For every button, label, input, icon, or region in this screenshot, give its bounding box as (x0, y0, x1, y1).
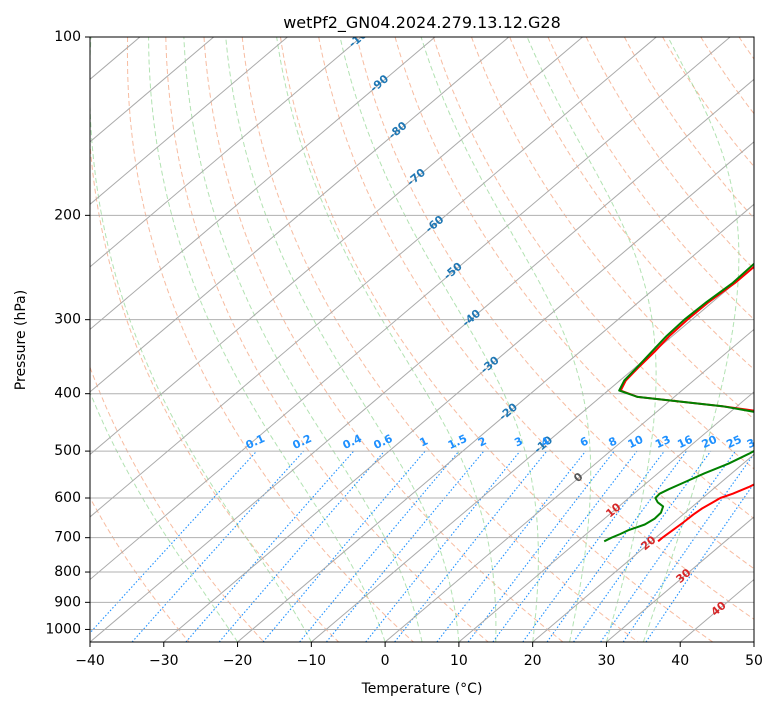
x-tick-label: 10 (450, 653, 468, 669)
y-tick-label: 200 (54, 207, 81, 223)
x-tick-label: 50 (745, 653, 763, 669)
y-tick-label: 700 (54, 530, 81, 546)
x-tick-label: 0 (381, 653, 390, 669)
x-tick-label: −20 (223, 653, 253, 669)
y-tick-label: 1000 (45, 621, 81, 637)
x-tick-label: 20 (524, 653, 542, 669)
x-tick-label: 30 (598, 653, 616, 669)
y-tick-label: 300 (54, 312, 81, 328)
y-tick-label: 900 (54, 594, 81, 610)
x-tick-label: −10 (297, 653, 327, 669)
y-tick-label: 500 (54, 443, 81, 459)
x-axis-title: Temperature (°C) (361, 681, 483, 697)
x-tick-label: −40 (75, 653, 105, 669)
chart-title: wetPf2_GN04.2024.279.13.12.G28 (283, 13, 561, 33)
y-tick-label: 400 (54, 386, 81, 402)
y-tick-label: 800 (54, 564, 81, 580)
x-tick-label: 40 (671, 653, 689, 669)
y-axis-title: Pressure (hPa) (13, 290, 29, 390)
x-tick-label: −30 (149, 653, 179, 669)
y-tick-label: 100 (54, 29, 81, 45)
y-tick-label: 600 (54, 490, 81, 506)
